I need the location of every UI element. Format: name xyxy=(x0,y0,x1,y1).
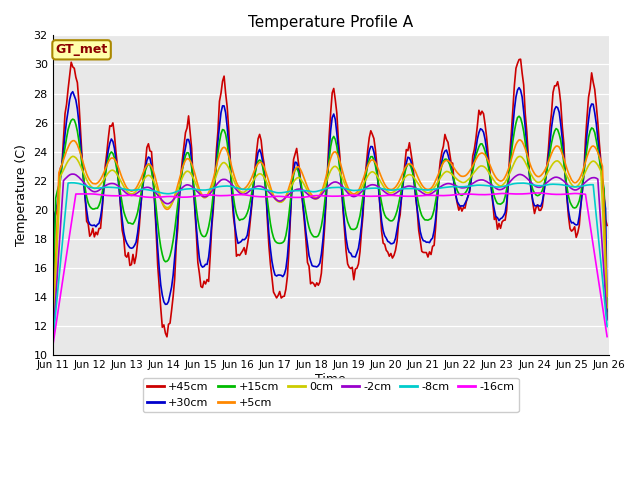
+5cm xyxy=(232,180,240,185)
+5cm xyxy=(604,293,611,299)
+15cm xyxy=(232,211,240,216)
+30cm xyxy=(291,159,299,165)
+15cm xyxy=(291,166,299,172)
+30cm xyxy=(232,233,240,239)
Line: -2cm: -2cm xyxy=(52,174,607,345)
+15cm xyxy=(242,214,250,219)
+15cm xyxy=(574,202,582,208)
-16cm xyxy=(291,194,299,200)
+45cm xyxy=(49,226,56,231)
+30cm xyxy=(242,236,250,241)
Line: 0cm: 0cm xyxy=(52,156,607,343)
Line: +45cm: +45cm xyxy=(52,59,607,337)
-16cm xyxy=(604,334,611,339)
Title: Temperature Profile A: Temperature Profile A xyxy=(248,15,413,30)
+5cm xyxy=(214,157,221,163)
0cm xyxy=(216,165,223,170)
+30cm xyxy=(116,203,124,208)
Line: +30cm: +30cm xyxy=(52,88,607,312)
+5cm xyxy=(515,137,523,143)
0cm xyxy=(118,180,126,186)
-8cm xyxy=(604,324,611,329)
0cm xyxy=(293,175,301,181)
-2cm xyxy=(234,189,242,194)
+15cm xyxy=(515,113,523,119)
+30cm xyxy=(515,85,523,91)
-2cm xyxy=(216,179,223,184)
-2cm xyxy=(69,171,77,177)
Line: -16cm: -16cm xyxy=(52,193,607,347)
0cm xyxy=(49,340,56,346)
X-axis label: Time: Time xyxy=(316,373,346,386)
+5cm xyxy=(242,185,250,191)
+45cm xyxy=(604,223,611,228)
-8cm xyxy=(49,341,56,347)
+15cm xyxy=(116,191,124,197)
+5cm xyxy=(574,178,582,184)
+45cm xyxy=(216,98,223,104)
-16cm xyxy=(116,193,124,199)
-8cm xyxy=(293,188,301,193)
Line: +5cm: +5cm xyxy=(52,140,607,340)
-2cm xyxy=(118,187,126,192)
-16cm xyxy=(214,193,221,199)
+45cm xyxy=(116,205,124,211)
+15cm xyxy=(604,316,611,322)
Line: +15cm: +15cm xyxy=(52,116,607,322)
+5cm xyxy=(49,337,56,343)
-16cm xyxy=(574,191,582,196)
0cm xyxy=(574,183,582,189)
-16cm xyxy=(242,192,250,198)
+45cm xyxy=(516,56,524,62)
+45cm xyxy=(163,334,171,340)
+30cm xyxy=(604,309,611,314)
-8cm xyxy=(574,184,582,190)
+5cm xyxy=(291,167,299,172)
Text: GT_met: GT_met xyxy=(56,43,108,56)
+5cm xyxy=(116,171,124,177)
0cm xyxy=(234,186,242,192)
+45cm xyxy=(243,243,251,249)
+30cm xyxy=(574,222,582,228)
-2cm xyxy=(293,187,301,192)
-8cm xyxy=(67,180,75,186)
+15cm xyxy=(49,319,56,324)
0cm xyxy=(69,154,77,159)
-16cm xyxy=(232,192,240,198)
0cm xyxy=(604,305,611,311)
-8cm xyxy=(216,184,223,190)
Line: -8cm: -8cm xyxy=(52,183,607,344)
+30cm xyxy=(49,309,56,315)
-8cm xyxy=(118,186,126,192)
+45cm xyxy=(575,223,583,228)
-2cm xyxy=(574,186,582,192)
+45cm xyxy=(234,252,242,257)
-2cm xyxy=(604,317,611,323)
+45cm xyxy=(293,145,301,151)
+30cm xyxy=(214,139,221,144)
-2cm xyxy=(49,342,56,348)
-16cm xyxy=(49,344,56,350)
-2cm xyxy=(243,190,251,196)
0cm xyxy=(243,187,251,192)
Legend: +45cm, +30cm, +15cm, +5cm, 0cm, -2cm, -8cm, -16cm: +45cm, +30cm, +15cm, +5cm, 0cm, -2cm, -8… xyxy=(143,378,518,412)
-16cm xyxy=(534,190,541,196)
-8cm xyxy=(234,185,242,191)
+15cm xyxy=(214,150,221,156)
-8cm xyxy=(243,186,251,192)
Y-axis label: Temperature (C): Temperature (C) xyxy=(15,144,28,246)
